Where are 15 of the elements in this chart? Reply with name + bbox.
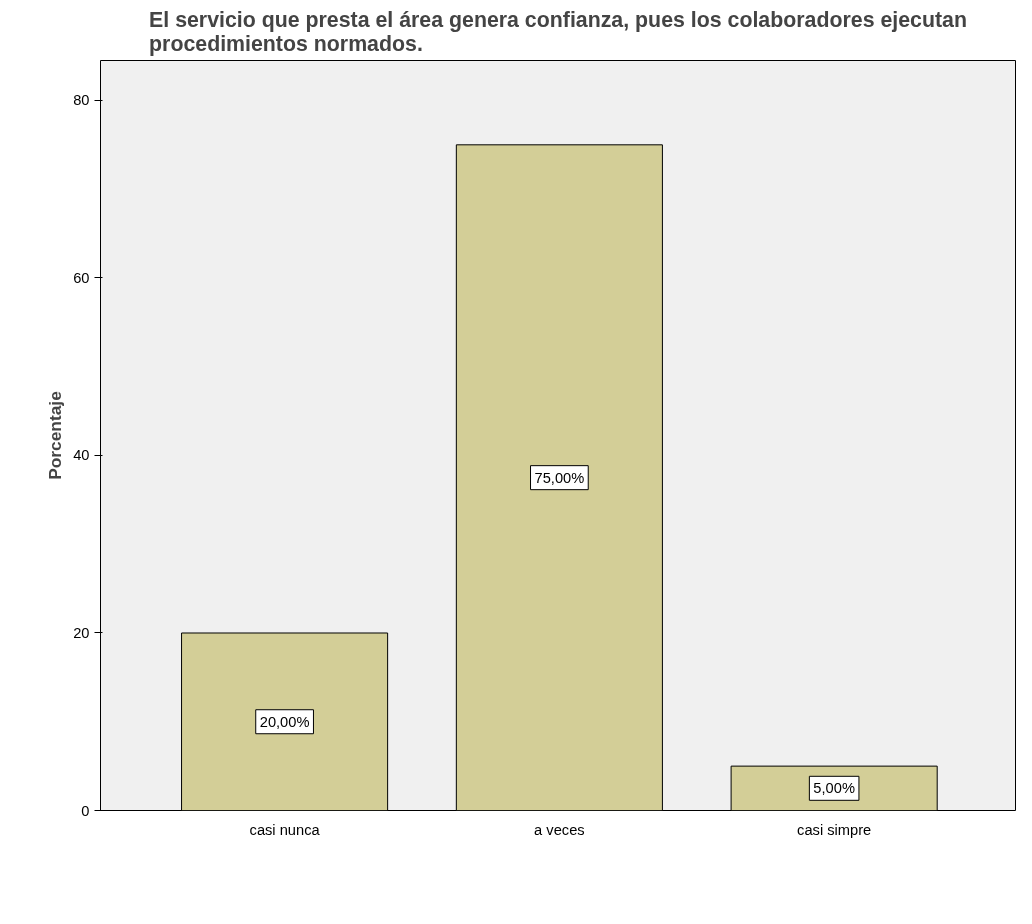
y-tick-label: 80 — [73, 92, 90, 109]
y-axis-title: Porcentaje — [45, 390, 66, 480]
data-label: 20,00% — [259, 713, 310, 730]
bar — [455, 144, 663, 811]
y-tick-label: 20 — [73, 624, 90, 641]
x-tick-label: casi simpre — [797, 821, 872, 838]
chart-title: El servicio que presta el área genera confianza, pues los colaboradores ejecutan procedimientos normados. — [149, 7, 967, 56]
data-label: 5,00% — [813, 780, 855, 797]
y-tick-label: 0 — [81, 802, 90, 819]
x-tick-label: casi nunca — [249, 821, 321, 838]
y-tick-label: 40 — [73, 447, 90, 464]
x-tick-label: a veces — [534, 821, 585, 838]
y-tick-label: 60 — [73, 269, 90, 286]
bar — [181, 632, 389, 811]
data-label: 75,00% — [534, 469, 585, 486]
